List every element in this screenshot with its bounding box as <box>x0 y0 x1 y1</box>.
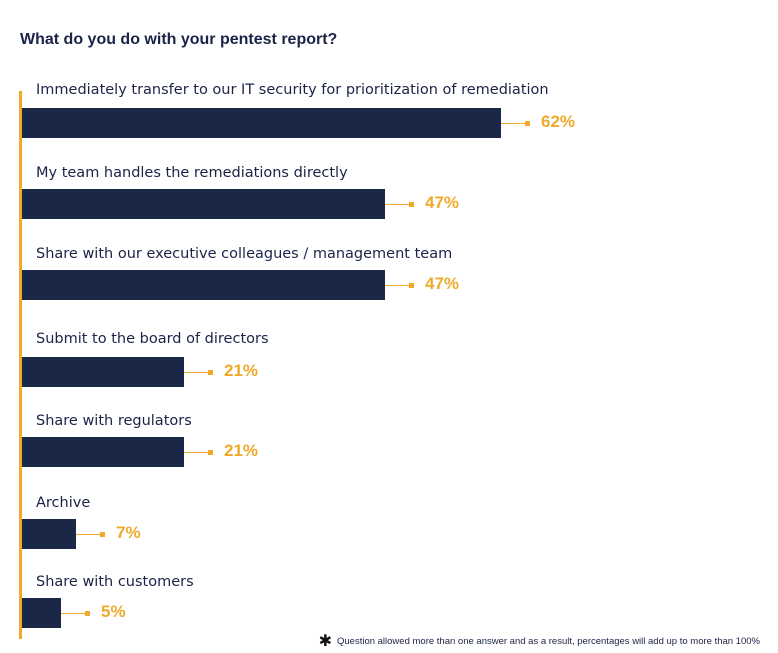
footnote: ✱ Question allowed more than one answer … <box>319 633 760 649</box>
footnote-text: Question allowed more than one answer an… <box>336 635 760 647</box>
bar <box>22 108 501 138</box>
bar-connector-dot <box>208 450 213 455</box>
category-label: Immediately transfer to our IT security … <box>36 82 549 98</box>
bar <box>22 270 385 300</box>
chart-title: What do you do with your pentest report? <box>20 31 338 48</box>
value-label: 62% <box>541 112 576 131</box>
bar-connector-dot <box>100 532 105 537</box>
value-label: 47% <box>425 274 460 293</box>
bar-connector <box>61 613 85 614</box>
value-label: 21% <box>224 361 259 380</box>
bar <box>22 598 61 628</box>
bar-connector <box>184 452 208 453</box>
bar-connector <box>184 372 208 373</box>
category-label: Share with regulators <box>36 413 192 429</box>
bar-connector <box>76 534 100 535</box>
value-label: 7% <box>116 523 141 542</box>
value-label: 21% <box>224 441 259 460</box>
bar-connector <box>385 204 409 205</box>
axis-line <box>19 91 22 639</box>
category-label: Share with customers <box>36 574 194 590</box>
value-label: 5% <box>101 602 126 621</box>
category-label: My team handles the remediations directl… <box>36 165 348 181</box>
bar <box>22 357 184 387</box>
bar-connector <box>501 123 525 124</box>
bar-connector-dot <box>208 370 213 375</box>
category-label: Archive <box>36 495 91 511</box>
bar <box>22 437 184 467</box>
bar-connector-dot <box>525 121 530 126</box>
value-label: 47% <box>425 193 460 212</box>
bar-connector-dot <box>409 283 414 288</box>
bar <box>22 189 385 219</box>
bar-connector-dot <box>409 202 414 207</box>
category-label: Share with our executive colleagues / ma… <box>36 246 453 262</box>
bar-connector <box>385 285 409 286</box>
bar-connector-dot <box>85 611 90 616</box>
category-label: Submit to the board of directors <box>36 331 269 347</box>
asterisk-icon: ✱ <box>318 631 332 650</box>
bar <box>22 519 76 549</box>
